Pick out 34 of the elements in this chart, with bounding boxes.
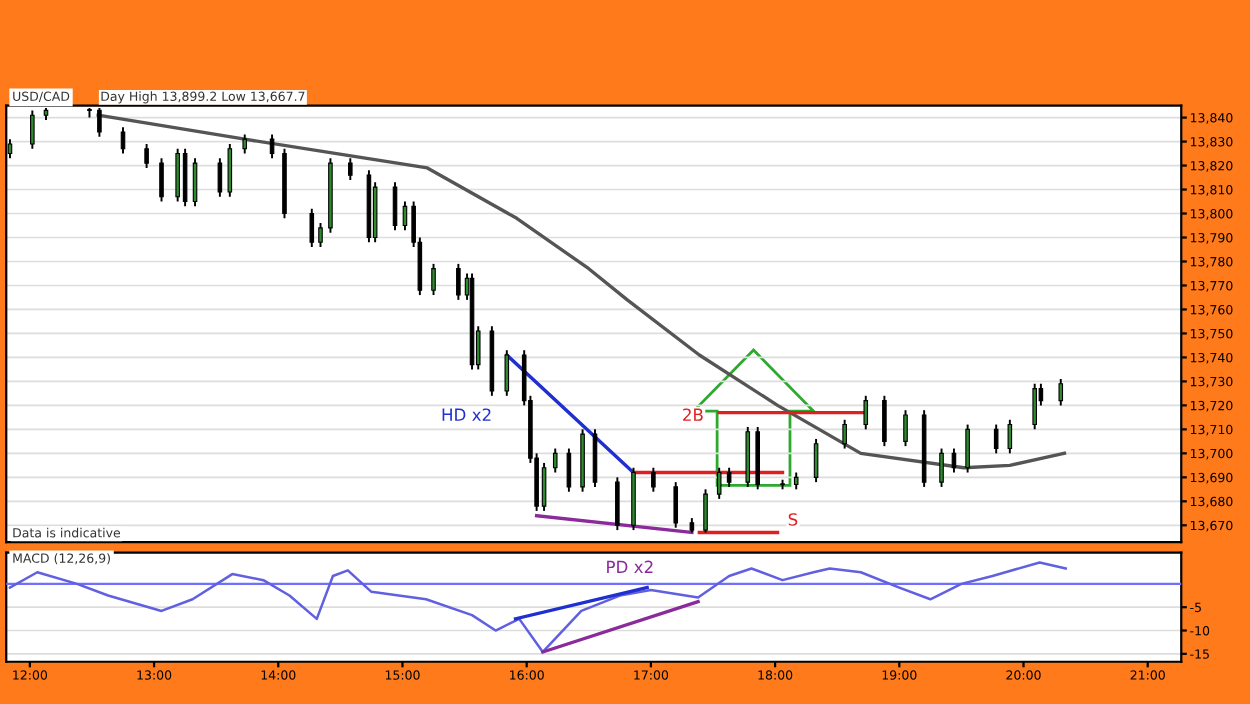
candlestick: [842, 418, 847, 450]
annotation: 2B: [683, 408, 703, 421]
candlestick: [144, 143, 149, 169]
annotation: HD x2: [442, 408, 491, 421]
line-series: [8, 561, 1067, 654]
candlestick: [863, 394, 869, 431]
candlestick: [456, 262, 461, 301]
candlestick: [726, 466, 732, 488]
candlestick: [716, 466, 722, 500]
candlestick: [217, 157, 223, 198]
candlestick: [993, 423, 999, 455]
candlestick: [1007, 418, 1013, 455]
candlestick: [651, 466, 656, 493]
candlestick: [903, 409, 908, 448]
candlestick: [175, 147, 180, 203]
candlestick: [882, 394, 887, 448]
candlestick: [1058, 378, 1064, 407]
candlestick: [1032, 382, 1037, 431]
candlestick: [939, 447, 944, 488]
candlestick: [673, 481, 679, 529]
annotation: PD x2: [607, 560, 653, 573]
candlestick: [348, 157, 353, 181]
candlestick: [615, 476, 620, 532]
annotation: S: [788, 513, 798, 526]
candlestick: [431, 262, 436, 297]
candlestick: [227, 143, 233, 198]
candlestick: [159, 157, 164, 203]
candlestick: [965, 423, 970, 474]
candlestick: [318, 222, 323, 249]
candlestick: [309, 207, 315, 249]
candlestick: [552, 447, 558, 474]
candlestick: [504, 349, 510, 397]
candlestick: [242, 133, 248, 155]
candlestick: [703, 488, 708, 534]
